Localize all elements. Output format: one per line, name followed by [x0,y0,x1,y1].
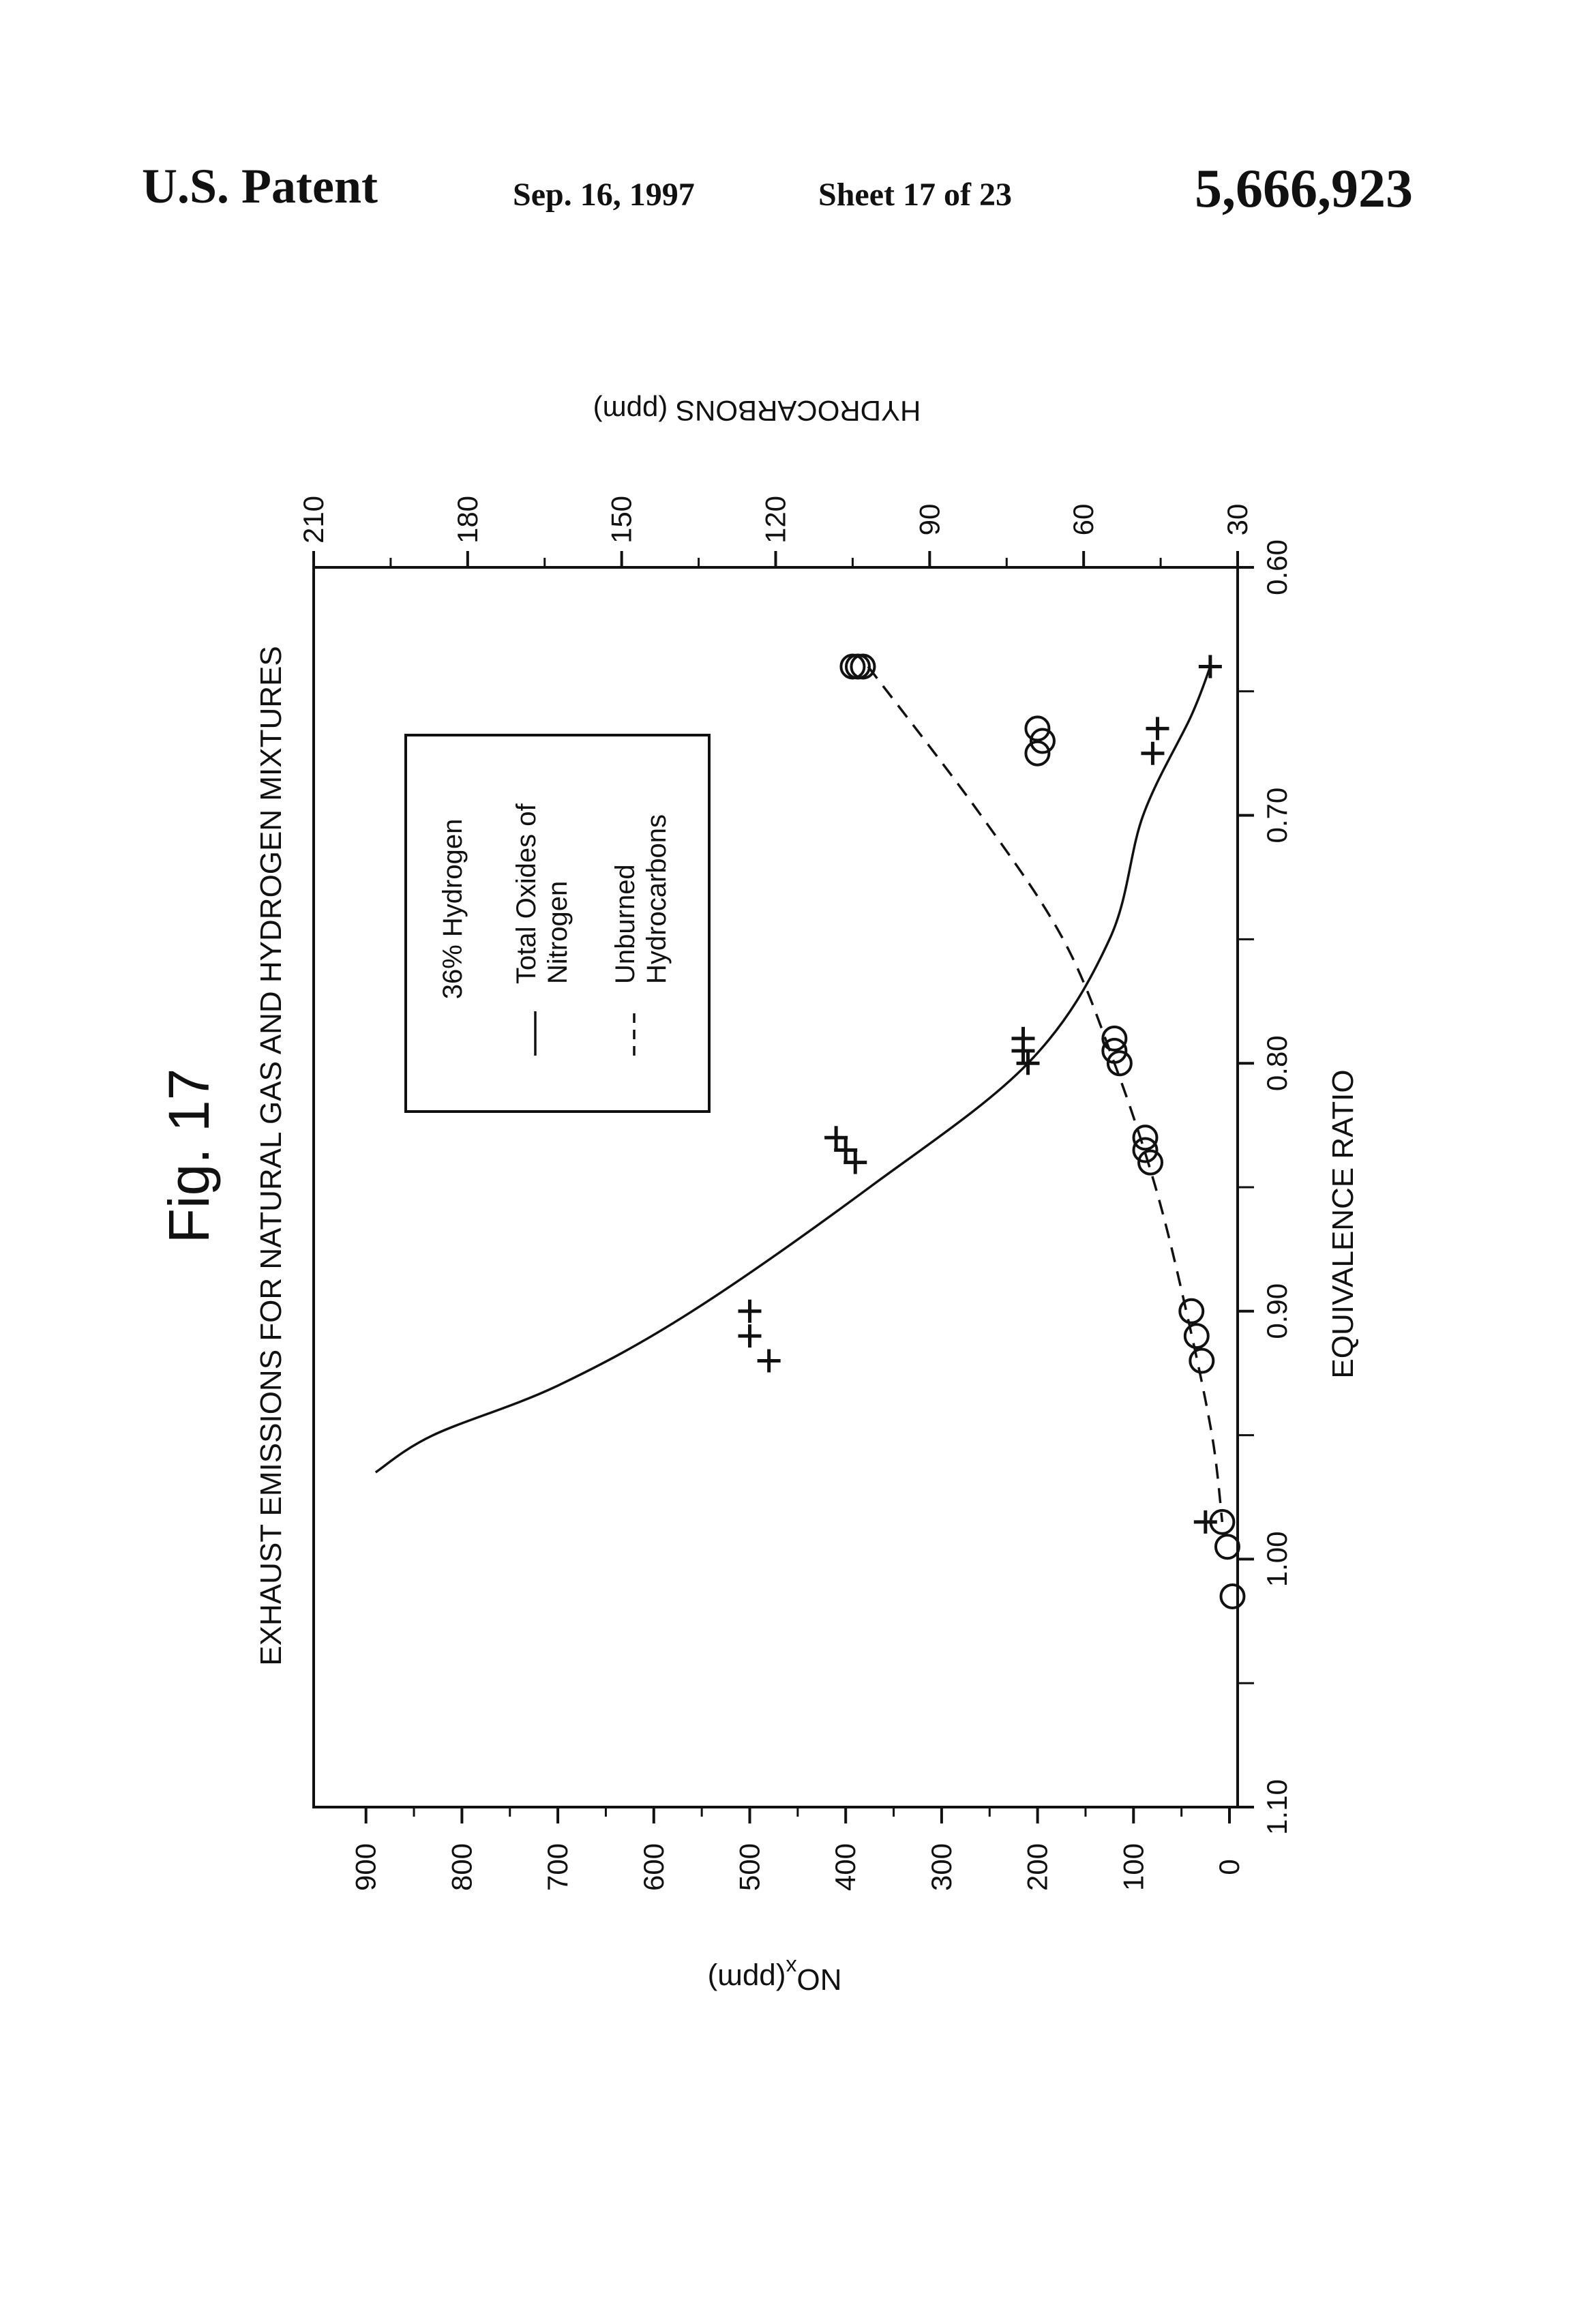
hc-tick-label-120: 120 [760,496,792,543]
hydrocarbon-point-16 [1216,1535,1239,1558]
hc-tick-label-180: 180 [451,496,483,543]
nox-tick-label-900: 900 [350,1843,382,1891]
plot-area: 0 100 200 300 400 500 600 700 800 900 30 60 90 120 150… [297,496,1293,1891]
hydrocarbons-fit-line [868,666,1222,1521]
right-axis-title: HYDROCARBONS (ppm) [593,395,921,427]
hydrocarbon-point-14 [1190,1350,1213,1373]
legend-entry-label: Nitrogen [543,881,573,984]
hydrocarbon-point-17 [1221,1585,1244,1608]
hydrocarbon-point-13 [1185,1324,1208,1347]
hc-tick-label-60: 60 [1067,504,1099,536]
chart-title: EXHAUST EMISSIONS FOR NATURAL GAS AND HY… [254,646,288,1665]
hydrocarbon-point-12 [1180,1300,1203,1323]
hc-tick-label-30: 30 [1221,504,1253,536]
left-axis-title-unit: (ppm) [708,1963,786,1996]
hc-tick-label-150: 150 [606,496,638,543]
eq-tick-label-0.70: 0.70 [1261,788,1293,844]
legend-entry-label: Hydrocarbons [642,814,672,984]
nox-point-9 [738,1300,762,1323]
nox-tick-label-0: 0 [1213,1859,1245,1875]
left-axis-title-main: NO [796,1963,841,1996]
eq-tick-label-0.80: 0.80 [1261,1035,1293,1091]
hc-tick-label-90: 90 [913,504,945,536]
legend-title: 36% Hydrogen [438,819,468,1000]
legend-entry-label: Total Oxides of [511,803,541,984]
nox-point-11 [758,1350,781,1373]
nox-tick-label-600: 600 [638,1843,670,1891]
hc-tick-label-210: 210 [297,496,329,543]
eq-tick-label-1.10: 1.10 [1261,1779,1293,1835]
left-axis-title-sub: x [786,1955,796,1980]
nox-point-2 [1146,717,1169,740]
nox-point-10 [738,1324,762,1347]
eq-tick-label-0.90: 0.90 [1261,1283,1293,1339]
hydrocarbon-point-1 [846,655,869,678]
nox-tick-label-700: 700 [541,1843,573,1891]
nox-tick-label-100: 100 [1117,1843,1149,1891]
figure-label: Fig. 17 [157,1069,221,1244]
nox-tick-label-200: 200 [1021,1843,1054,1891]
nox-tick-label-500: 500 [734,1843,766,1891]
nox-tick-label-800: 800 [445,1843,477,1891]
nox-tick-label-400: 400 [829,1843,861,1891]
eq-tick-label-1.00: 1.00 [1261,1532,1293,1588]
eq-tick-label-0.60: 0.60 [1261,539,1293,595]
left-axis-title: NOx(ppm) [708,1955,842,1996]
nox-point-0 [1199,655,1222,678]
x-axis-title: EQUIVALENCE RATIO [1326,1069,1360,1378]
legend-entry-label: Unburned [610,864,640,984]
nox-tick-label-300: 300 [925,1843,957,1891]
nox-point-1 [1141,742,1164,765]
